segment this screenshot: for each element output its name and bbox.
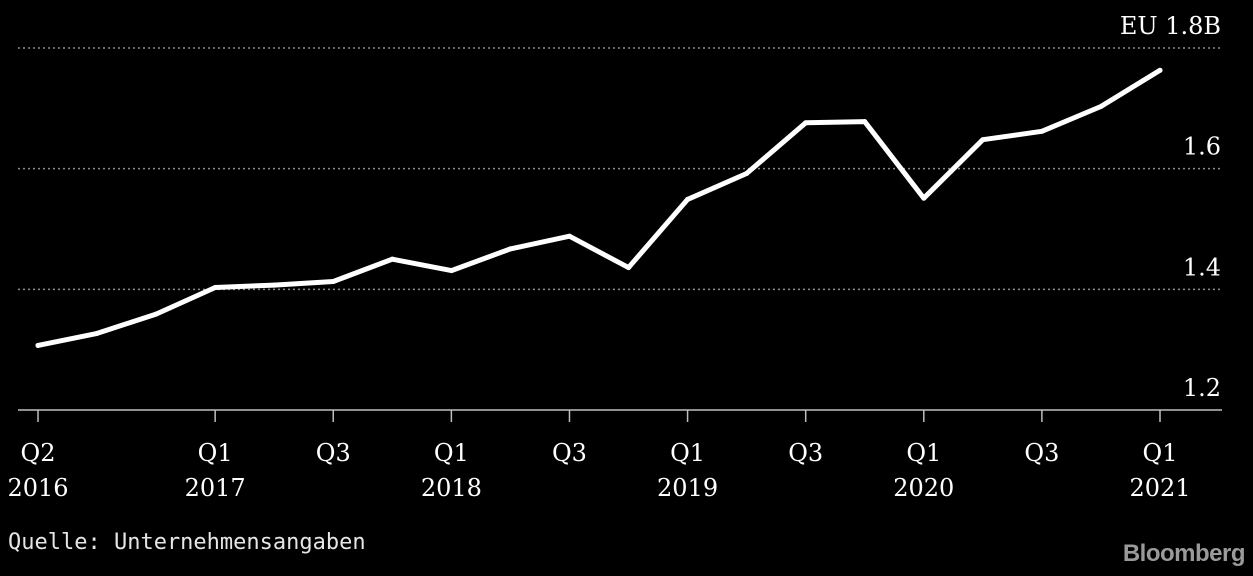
x-tick-label-quarter: Q2 (21, 439, 56, 467)
x-tick-label-quarter: Q1 (906, 439, 941, 467)
data-point (271, 282, 277, 288)
x-tick-label-quarter: Q1 (1143, 439, 1178, 467)
data-point (685, 196, 691, 202)
x-tick-label-year: 2018 (421, 474, 482, 502)
bloomberg-logo: Bloomberg (1122, 540, 1246, 567)
data-point (212, 285, 218, 291)
data-point (626, 265, 632, 271)
data-point (389, 256, 395, 262)
x-tick-label-year: 2021 (1129, 474, 1190, 502)
data-points (35, 67, 1163, 348)
x-tick-label-quarter: Q1 (198, 439, 233, 467)
gridlines (18, 47, 1222, 291)
x-tick-label-quarter: Q1 (670, 439, 705, 467)
data-point (566, 233, 572, 239)
x-tick-label-quarter: Q1 (434, 439, 469, 467)
x-tick-label-year: 2019 (657, 474, 718, 502)
series-line (35, 67, 1163, 348)
y-tick-label: 1.6 (1183, 133, 1221, 161)
data-point (1039, 128, 1045, 134)
x-tick-label-quarter: Q3 (1024, 439, 1059, 467)
data-point (862, 119, 868, 125)
data-point (1098, 104, 1104, 110)
data-point (330, 278, 336, 284)
data-point (921, 195, 927, 201)
y-tick-label: 1.4 (1183, 253, 1221, 281)
data-point (803, 120, 809, 126)
data-point (448, 268, 454, 274)
x-tick-label-year: 2016 (7, 474, 68, 502)
x-tick-label-year: 2020 (893, 474, 954, 502)
data-point (1157, 67, 1163, 73)
y-tick-label: 1.2 (1183, 374, 1221, 402)
data-point (94, 330, 100, 336)
y-tick-label: EU 1.8B (1120, 12, 1221, 40)
source-note: Quelle: Unternehmensangaben (8, 530, 366, 555)
data-point (980, 137, 986, 143)
x-tick-label-quarter: Q3 (788, 439, 823, 467)
y-axis-labels: 1.2 1.4 1.6 EU 1.8B (1120, 12, 1221, 402)
x-tick-label-quarter: Q3 (552, 439, 587, 467)
x-axis-ticks: Q2 2016 Q1 2017 Q3 Q1 2018 Q3 Q1 2019 Q3 Q1 2020 Q3 Q1… (7, 410, 1191, 502)
data-point (507, 246, 513, 252)
data-point (744, 170, 750, 176)
data-point (35, 342, 41, 348)
x-tick-label-year: 2017 (185, 474, 246, 502)
data-point (153, 311, 159, 317)
x-tick-label-quarter: Q3 (316, 439, 351, 467)
